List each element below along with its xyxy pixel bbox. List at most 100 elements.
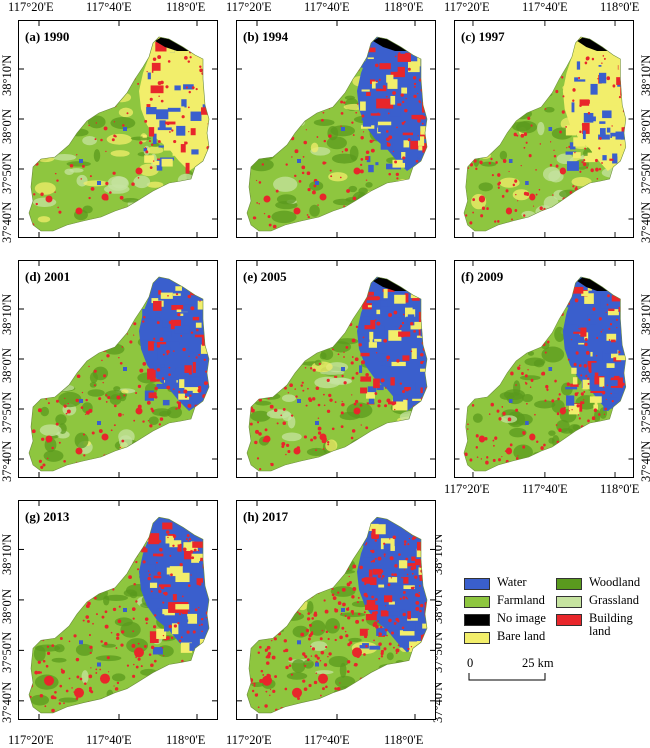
building-dot (308, 397, 312, 401)
coastal-patch (414, 593, 426, 600)
building-dot (393, 310, 398, 315)
building-dot (420, 166, 423, 169)
coastal-patch (402, 157, 418, 163)
building-dot (77, 711, 80, 713)
building-dot (521, 330, 524, 334)
building-dot (162, 634, 165, 637)
coastal-patch (176, 125, 186, 136)
map-panel-2017: (h) 2017 (236, 500, 436, 720)
building-dot (139, 141, 143, 145)
building-dot (409, 443, 414, 447)
building-dot (413, 82, 417, 86)
building-dot (98, 320, 102, 324)
building-dot (317, 204, 319, 206)
building-dot (568, 145, 571, 149)
building-dot (105, 83, 108, 86)
building-dot (316, 71, 319, 74)
building-dot (201, 630, 203, 633)
building-dot (337, 532, 342, 537)
building-dot (123, 321, 126, 324)
building-dot (598, 317, 602, 321)
region-outline (246, 36, 428, 232)
building-dot (77, 558, 80, 562)
building-dot (375, 63, 379, 68)
building-dot (329, 169, 332, 172)
building-dot (270, 334, 274, 338)
building-dot (571, 409, 573, 411)
land-patch (361, 193, 381, 210)
building-dot (507, 417, 512, 422)
scale-bar-line (468, 673, 546, 681)
building-dot (358, 343, 362, 347)
building-dot (307, 570, 311, 574)
land-patch (286, 672, 308, 680)
coastal-patch (188, 370, 201, 377)
building-dot (201, 695, 206, 700)
building-dot (597, 78, 599, 80)
coastal-patch (175, 572, 190, 583)
coastal-patch (178, 393, 190, 400)
building-dot (422, 546, 426, 549)
building-dot (208, 653, 209, 656)
building-dot (206, 669, 209, 674)
building-dot (386, 398, 391, 403)
building-dot (349, 541, 354, 546)
map-1994 (237, 21, 435, 237)
land-patch (331, 153, 357, 164)
building-dot (268, 566, 271, 569)
building-dot (299, 577, 302, 580)
building-dot (35, 295, 38, 298)
building-dot (251, 317, 255, 321)
building-dot (258, 111, 262, 114)
building-dot (415, 710, 418, 713)
building-dot (528, 153, 532, 158)
building-dot (524, 320, 527, 323)
map-panel-1994: (b) 1994 (236, 20, 436, 238)
building-dot (272, 689, 276, 694)
building-dot (619, 412, 623, 416)
building-dot (344, 301, 346, 304)
coastal-patch (584, 293, 594, 304)
building-dot (204, 227, 208, 231)
building-dot (420, 603, 424, 608)
building-dot (35, 634, 39, 638)
building-dot (317, 403, 321, 407)
building-dot (277, 339, 279, 342)
building-dot (530, 124, 533, 127)
coastal-patch (368, 569, 373, 577)
coastal-patch (149, 631, 159, 637)
coastal-patch (583, 63, 589, 73)
building-dot (126, 455, 128, 458)
building-dot (527, 116, 531, 121)
building-dot (264, 375, 269, 380)
coastal-patch (590, 390, 604, 394)
building-dot (415, 593, 419, 597)
building-dot (286, 566, 288, 568)
land-patch (314, 85, 324, 101)
building-dot (137, 82, 140, 85)
building-dot (54, 690, 57, 694)
building-dot (266, 645, 271, 650)
building-dot (555, 424, 558, 426)
land-patch (328, 656, 349, 668)
building-dot (407, 647, 410, 651)
building-dot (323, 393, 325, 396)
land-patch (344, 95, 356, 100)
building-dot (157, 81, 162, 85)
building-dot (108, 530, 111, 533)
building-dot (340, 708, 343, 711)
building-dot (315, 386, 320, 390)
building-dot (418, 227, 420, 229)
legend-item-farmland: Farmland (464, 594, 545, 608)
coastal-patch (369, 331, 374, 340)
building-dot (356, 663, 358, 665)
building-dot (294, 606, 298, 610)
building-dot (96, 554, 100, 559)
building-dot (46, 645, 50, 648)
land-patch (499, 150, 508, 161)
building-dot (301, 381, 304, 384)
building-dot (293, 463, 296, 466)
coastal-patch (582, 122, 590, 134)
building-dot (261, 163, 264, 166)
building-dot (318, 539, 321, 542)
